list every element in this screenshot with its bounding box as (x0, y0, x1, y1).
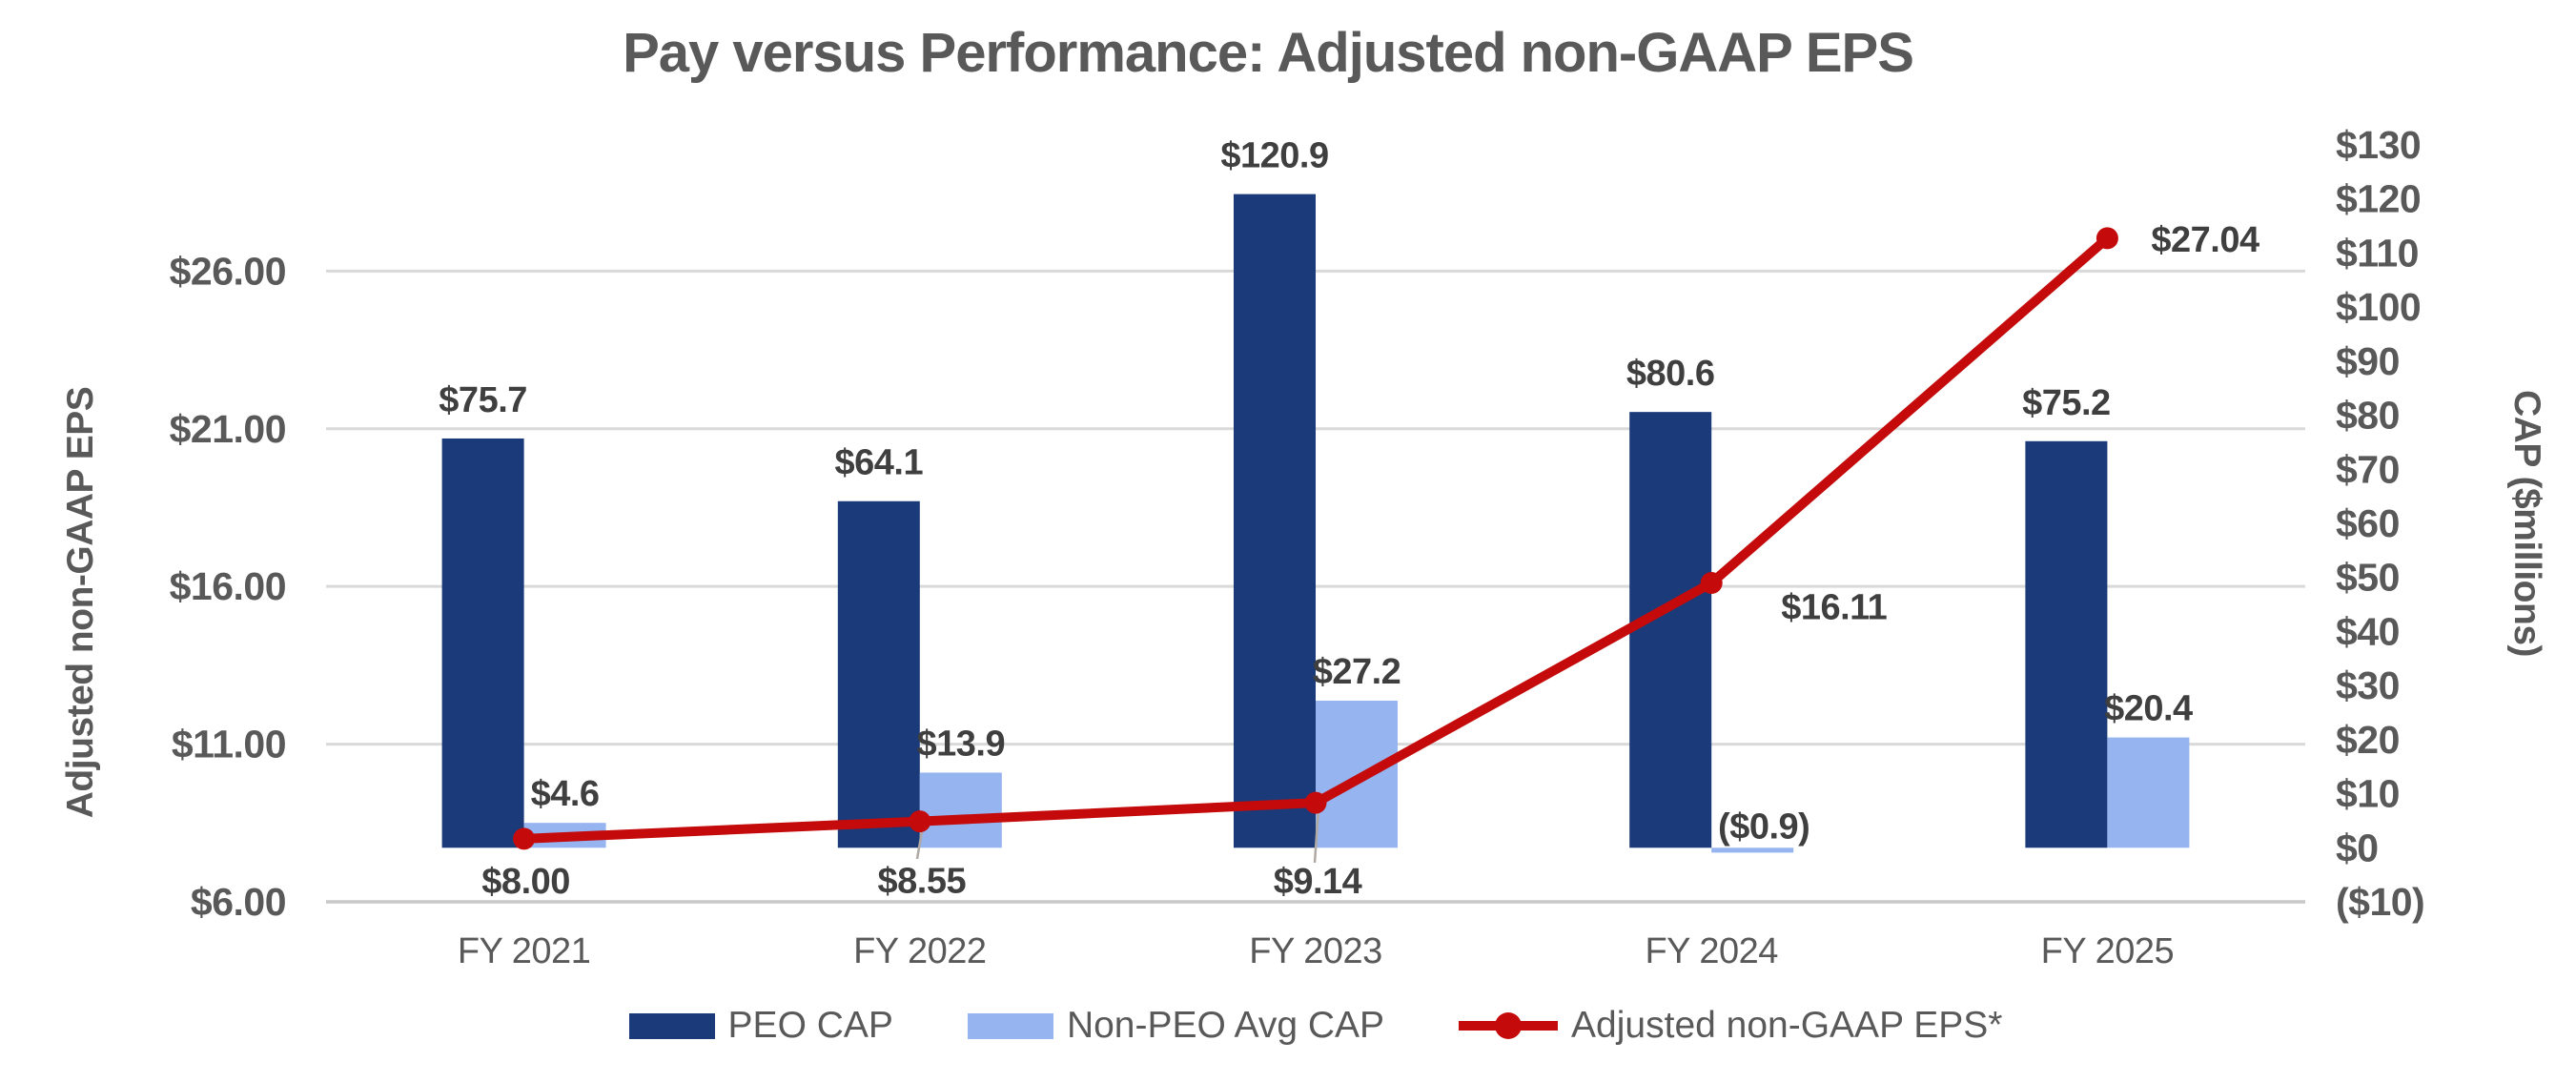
eps-line-marker-fy-2022 (909, 810, 931, 833)
eps-line-marker-fy-2025 (2096, 227, 2118, 250)
non-peo-cap-data-label: $4.6 (531, 774, 600, 814)
legend-item-non-peo-avg-cap: Non-PEO Avg CAP (967, 1005, 1385, 1047)
right-axis-tick-label: $120 (2336, 177, 2421, 221)
legend-item-adjusted-non-gaap-eps-: Adjusted non-GAAP EPS* (1459, 1005, 2002, 1047)
label-leader-line (1313, 806, 1320, 864)
bar-non-peo-avg-cap-fy-2024 (1711, 847, 1794, 853)
left-axis-tick-label: $21.00 (170, 407, 286, 451)
eps-line-marker-fy-2021 (513, 827, 536, 850)
bar-peo-cap-fy-2023 (1234, 194, 1316, 848)
right-axis-tick-label: $40 (2336, 609, 2400, 653)
chart-legend: PEO CAP Non-PEO Avg CAP Adjusted non-GAAP … (326, 995, 2305, 1056)
legend-swatch (628, 1012, 715, 1039)
right-axis-tick-label: $110 (2336, 231, 2419, 275)
left-axis-tick-label: $11.00 (172, 723, 286, 766)
eps-data-label: $16.11 (1781, 588, 1887, 628)
peo-cap-data-label: $80.6 (1626, 354, 1715, 394)
right-axis-tick-label: $100 (2336, 285, 2421, 329)
eps-line-marker-fy-2023 (1304, 791, 1327, 814)
left-axis-tick-label: $6.00 (191, 880, 286, 924)
non-peo-cap-data-label: ($0.9) (1718, 806, 1809, 847)
right-axis-tick-label: $80 (2336, 394, 2400, 438)
left-axis-tick-label: $16.00 (170, 564, 286, 608)
bar-non-peo-avg-cap-fy-2023 (1316, 701, 1398, 848)
non-peo-cap-data-label: $27.2 (1313, 652, 1401, 692)
bar-peo-cap-fy-2025 (2025, 440, 2108, 848)
eps-data-label: $8.55 (878, 862, 967, 902)
peo-cap-data-label: $75.2 (2022, 383, 2111, 423)
x-axis-tick-label: FY 2024 (1645, 931, 1778, 971)
right-axis-tick-label: ($10) (2336, 880, 2424, 924)
right-axis-tick-label: $0 (2336, 826, 2379, 869)
right-axis-tick-label: $130 (2336, 123, 2421, 167)
left-axis-tick-label: $26.00 (170, 249, 286, 293)
right-axis-tick-label: $30 (2336, 663, 2400, 707)
chart-title: Pay versus Performance: Adjusted non-GAA… (623, 22, 1914, 84)
eps-data-label: $8.00 (481, 862, 570, 902)
x-axis-tick-label: FY 2023 (1249, 931, 1381, 971)
x-axis-tick-label: FY 2021 (458, 931, 590, 971)
legend-label: Adjusted non-GAAP EPS* (1571, 1005, 2003, 1046)
bar-peo-cap-fy-2022 (837, 500, 920, 848)
peo-cap-data-label: $64.1 (835, 443, 924, 483)
legend-line-swatch (1459, 1012, 1559, 1039)
right-axis-tick-label: $20 (2336, 718, 2400, 762)
bar-non-peo-avg-cap-fy-2025 (2107, 737, 2190, 848)
right-axis-tick-label: $60 (2336, 501, 2400, 545)
bar-peo-cap-fy-2021 (441, 438, 524, 848)
legend-label: PEO CAP (727, 1005, 893, 1046)
legend-swatch (967, 1012, 1053, 1039)
x-axis-tick-label: FY 2025 (2041, 931, 2174, 971)
eps-data-label: $27.04 (2151, 220, 2259, 260)
peo-cap-data-label: $75.7 (439, 380, 527, 420)
right-axis-tick-label: $70 (2336, 447, 2400, 491)
right-axis-tick-label: $90 (2336, 339, 2400, 383)
non-peo-cap-data-label: $13.9 (917, 724, 1006, 764)
eps-data-label: $9.14 (1274, 862, 1362, 902)
right-axis-tick-label: $50 (2336, 556, 2400, 600)
non-peo-cap-data-label: $20.4 (2104, 689, 2193, 729)
x-axis-tick-label: FY 2022 (853, 931, 986, 971)
peo-cap-data-label: $120.9 (1220, 136, 1328, 176)
legend-label: Non-PEO Avg CAP (1066, 1005, 1385, 1046)
right-axis-tick-label: $10 (2336, 772, 2400, 816)
eps-line-marker-fy-2024 (1700, 572, 1723, 595)
bar-peo-cap-fy-2024 (1629, 412, 1712, 848)
legend-item-peo-cap: PEO CAP (628, 1005, 893, 1047)
bar-non-peo-avg-cap-fy-2022 (919, 772, 1002, 848)
